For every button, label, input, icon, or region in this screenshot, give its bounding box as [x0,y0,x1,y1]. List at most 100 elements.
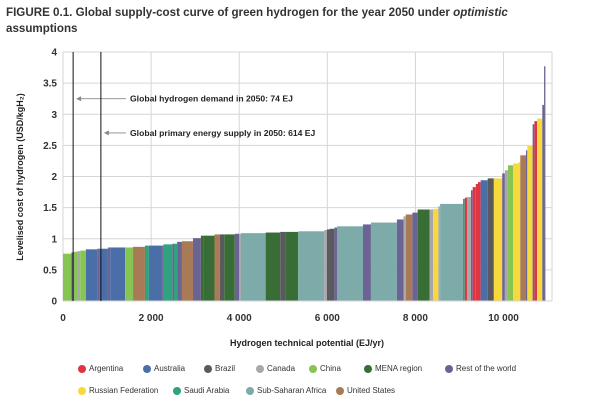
supply-bar [520,155,527,301]
legend-item: Russian Federation [78,386,158,395]
y-axis-label: Levelised cost of hydrogen (USD/kgH₂) [15,93,25,261]
figure-title-prefix: FIGURE 0.1. Global supply-cost curve of … [6,6,454,19]
legend-item: Brazil [204,364,235,373]
supply-bar [475,183,478,301]
supply-bar [396,219,404,301]
supply-bar [429,209,434,301]
supply-bar [534,121,538,301]
x-axis-label: Hydrogen technical potential (EJ/yr) [230,338,384,348]
supply-bar [326,229,330,301]
figure-title: FIGURE 0.1. Global supply-cost curve of … [6,5,596,37]
supply-bar [334,227,338,301]
y-tick-label: 2.5 [43,141,57,152]
annotation-label: Global primary energy supply in 2050: 61… [130,128,316,138]
supply-bar [537,118,543,301]
x-tick-label: 10 000 [488,313,519,324]
supply-bar [148,245,163,301]
supply-bar [480,180,488,301]
supply-bar [285,231,299,301]
supply-bar [77,251,81,301]
x-tick-label: 2 000 [139,313,164,324]
legend-item: Sub-Saharan Africa [246,386,326,395]
y-tick-label: 3.5 [43,79,57,90]
supply-bar [363,224,371,301]
supply-bar [472,187,476,301]
supply-bar [518,162,521,301]
supply-bar [174,243,178,301]
supply-bar [403,216,406,301]
supply-bar [177,241,182,301]
annotations: Global hydrogen demand in 2050: 74 EJ Glo… [72,52,316,301]
legend-swatch-icon [309,364,317,373]
supply-bar [507,165,514,301]
supply-bar [265,232,281,301]
legend-label: Australia [154,364,186,373]
supply-bar [438,206,441,301]
legend-row: Argentina Australia Brazil Canada China MENA … [0,364,600,376]
supply-bar [107,247,111,301]
supply-bar [527,145,533,301]
annotation-label: Global hydrogen demand in 2050: 74 EJ [130,94,293,104]
supply-bar [234,233,238,301]
legend-label: MENA region [375,364,423,373]
figure-title-suffix: assumptions [6,22,78,35]
supply-bar [71,252,74,301]
supply-bar [417,209,430,301]
supply-bar [203,235,215,301]
figure-title-italic: optimistic [453,6,508,19]
bars [63,66,552,302]
supply-bar [80,250,86,301]
y-tick-label: 0 [51,297,57,308]
y-tick-label: 1.5 [43,203,57,214]
legend-swatch-icon [256,364,264,373]
legend-item: China [309,364,341,373]
legend-item: Australia [143,364,185,373]
supply-bar [466,197,471,301]
legend-label: Canada [267,364,296,373]
y-tick-label: 0.5 [43,265,57,276]
legend-label: Rest of the world [456,364,517,373]
legend-item: MENA region [364,364,422,373]
supply-bar [133,246,145,301]
supply-bar [73,251,78,301]
legend-item: Canada [256,364,295,373]
supply-bar [526,150,528,301]
supply-bar [487,178,494,301]
legend-label: China [320,364,341,373]
supply-bar [502,173,505,301]
supply-bar [513,163,519,301]
supply-bar [224,234,235,301]
supply-bar [125,247,134,301]
supply-bar [504,170,508,301]
supply-bar [324,230,327,301]
supply-bar [337,226,364,301]
legend-swatch-icon [78,386,86,395]
supply-bar [200,235,204,301]
legend-label: Brazil [215,364,236,373]
x-tick-label: 6 000 [315,313,340,324]
legend-label: Russian Federation [89,386,159,395]
legend-label: Saudi Arabia [184,386,230,395]
supply-bar [329,228,335,301]
supply-bar [280,231,286,301]
supply-bar [237,233,240,301]
supply-bar [239,233,241,301]
legend-swatch-icon [173,386,181,395]
legend-label: Argentina [89,364,124,373]
supply-bar [477,182,481,301]
supply-bar [463,198,465,301]
y-tick-label: 4 [51,48,57,59]
supply-bar [412,212,418,301]
axis-ticks: 0 0.5 1 1.5 2 2.5 3 3.5 4 0 2 000 4 000 6 000 8 000 10… [43,48,519,325]
legend-swatch-icon [143,364,151,373]
legend-row: Russian Federation Saudi Arabia Sub-Sahara… [0,386,600,398]
supply-bar [298,231,325,301]
supply-bar [219,234,225,301]
x-tick-label: 4 000 [227,313,252,324]
supply-bar [192,238,201,301]
legend-swatch-icon [78,364,86,373]
supply-bar [97,248,100,301]
supply-bar [144,245,149,301]
supply-bar [370,222,397,301]
arrow-head-icon [76,96,82,102]
